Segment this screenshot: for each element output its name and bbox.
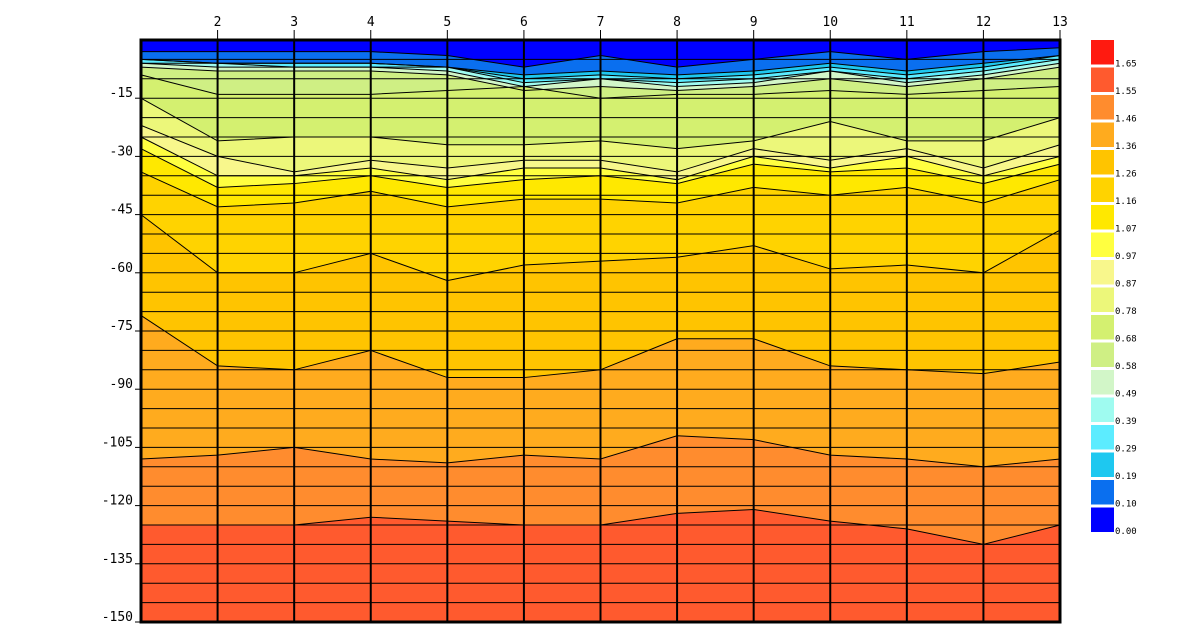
colorbar-label: 0.49: [1115, 390, 1137, 400]
x-tick-label: 5: [443, 15, 451, 30]
y-tick-label: -105: [102, 435, 133, 450]
colorbar-swatch: [1091, 205, 1114, 230]
x-tick-label: 2: [214, 15, 222, 30]
x-tick-label: 12: [976, 15, 992, 30]
contour-line-0.97: [140, 136, 1061, 181]
colorbar-label: 1.55: [1115, 87, 1137, 97]
y-tick-label: -135: [102, 552, 133, 567]
contour-line-0.10: [141, 47, 1061, 68]
colorbar-swatch: [1091, 150, 1114, 175]
colorbar-swatch: [1091, 260, 1114, 285]
colorbar-label: 0.39: [1115, 417, 1137, 427]
colorbar-label: 0.87: [1115, 280, 1137, 290]
x-tick-label: 3: [290, 15, 298, 30]
colorbar-label: 1.26: [1115, 170, 1137, 180]
contour-line-0.58: [140, 66, 1061, 91]
y-tick-label: -45: [110, 203, 133, 218]
colorbar-label: 0.97: [1115, 252, 1137, 262]
colorbar-label: 0.10: [1115, 500, 1137, 510]
contour-line-1.46: [140, 435, 1061, 468]
colorbar-swatch: [1091, 95, 1114, 120]
x-tick-label: 11: [899, 15, 915, 30]
x-tick-label: 13: [1052, 15, 1068, 30]
colorbar-label: 0.00: [1115, 527, 1137, 537]
colorbar-swatch: [1091, 67, 1114, 92]
x-tick-label: 6: [520, 15, 528, 30]
contour-lines: [140, 47, 1061, 545]
colorbar-label: 1.07: [1115, 225, 1137, 235]
colorbar-label: 1.46: [1115, 115, 1137, 125]
colorbar-label: 0.19: [1115, 472, 1137, 482]
x-tick-label: 4: [367, 15, 375, 30]
y-tick-label: -150: [102, 610, 133, 625]
x-axis-ticks: 2 3 4 5 6 7 8 9 10 11 12 13: [214, 15, 1068, 40]
contour-line-1.36: [140, 315, 1061, 379]
colorbar-label: 1.36: [1115, 142, 1137, 152]
x-tick-label: 8: [673, 15, 681, 30]
y-tick-label: -30: [110, 144, 133, 159]
y-axis-ticks: -15 -30 -45 -60 -75 -90 -105 -120 -135 -150: [102, 86, 141, 625]
colorbar-swatch: [1091, 315, 1114, 340]
colorbar-swatch: [1091, 480, 1114, 505]
colorbar-swatch: [1091, 425, 1114, 450]
colorbar-swatch: [1091, 342, 1114, 367]
contour-line-1.16: [140, 171, 1061, 208]
contour-line-1.26: [140, 214, 1061, 282]
contour-line-0.49: [140, 62, 1061, 88]
colorbar-swatch: [1091, 232, 1114, 257]
y-tick-label: -90: [110, 377, 133, 392]
colorbar-swatch: [1091, 287, 1114, 312]
colorbar-label: 0.29: [1115, 445, 1137, 455]
colorbar-label: 0.58: [1115, 362, 1137, 372]
x-tick-label: 7: [597, 15, 605, 30]
colorbar-swatch: [1091, 177, 1114, 202]
contour-line-0.87: [140, 124, 1061, 173]
colorbar-label: 1.65: [1115, 60, 1137, 70]
contour-line-0.29: [140, 55, 1061, 80]
colorbar-swatch: [1091, 370, 1114, 395]
colorbar-label: 1.16: [1115, 197, 1137, 207]
contour-line-1.55: [141, 508, 1061, 545]
colorbar-label: 0.78: [1115, 307, 1137, 317]
colorbar-label: 0.68: [1115, 335, 1137, 345]
y-tick-label: -60: [110, 261, 133, 276]
colorbar-swatch: [1091, 397, 1114, 422]
colorbar-swatch: [1091, 122, 1114, 147]
x-tick-label: 10: [822, 15, 838, 30]
contour-line-0.68: [140, 74, 1061, 99]
colorbar-swatch: [1091, 452, 1114, 477]
y-tick-label: -15: [110, 86, 133, 101]
y-tick-label: -120: [102, 494, 133, 509]
contour-line-0.78: [140, 97, 1061, 150]
x-tick-label: 9: [750, 15, 758, 30]
colorbar-swatch: [1091, 507, 1114, 532]
contour-line-1.07: [140, 148, 1061, 188]
y-tick-label: -75: [110, 319, 133, 334]
colorbar-swatch: [1091, 40, 1114, 65]
colorbar-legend: 1.65 1.55 1.46 1.36 1.26 1.16 1.07 0.97 0.87 0.78…: [1091, 40, 1137, 537]
